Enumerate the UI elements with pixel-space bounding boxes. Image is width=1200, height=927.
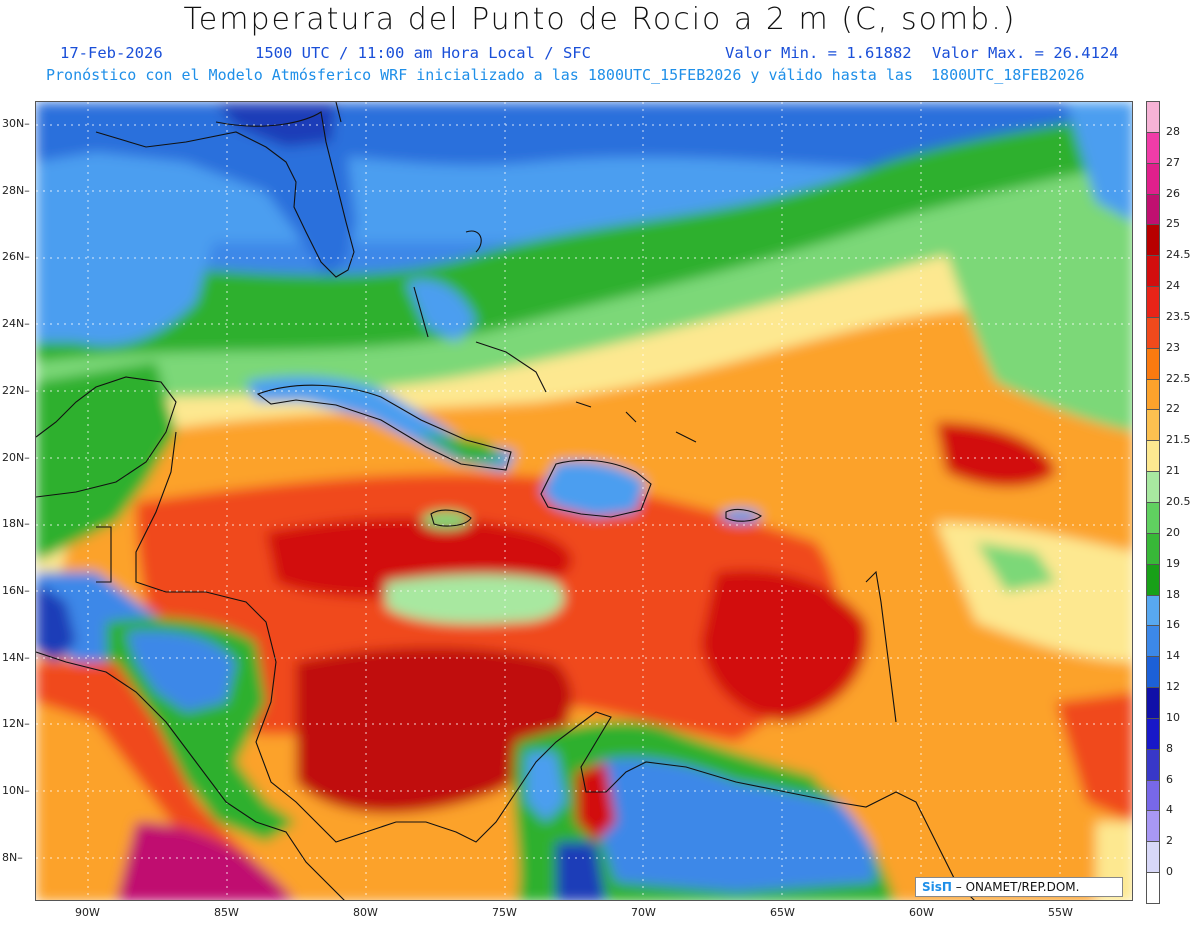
credit-text: – ONAMET/REP.DOM. bbox=[951, 880, 1080, 894]
colorbar-swatch bbox=[1146, 101, 1160, 133]
colorbar-swatch bbox=[1146, 162, 1160, 195]
lat-tick-label: 30N– bbox=[2, 117, 30, 130]
sispi-logo: SisΠ bbox=[922, 880, 952, 894]
lon-tick-label: 80W bbox=[353, 906, 378, 919]
colorbar-label: 21 bbox=[1166, 464, 1180, 478]
colorbar-label: 12 bbox=[1166, 680, 1180, 694]
lon-tick-label: 90W bbox=[75, 906, 100, 919]
lon-tick-label: 65W bbox=[770, 906, 795, 919]
colorbar-label: 10 bbox=[1166, 710, 1180, 724]
colorbar-swatch bbox=[1146, 810, 1160, 843]
colorbar-label: 20.5 bbox=[1166, 495, 1191, 508]
colorbar-label: 0 bbox=[1166, 865, 1173, 879]
model-info: Pronóstico con el Modelo Atmósferico WRF… bbox=[46, 66, 1085, 84]
lat-tick-label: 28N– bbox=[2, 183, 30, 197]
map-canvas bbox=[36, 102, 1132, 900]
lat-tick-label: 14N– bbox=[2, 650, 30, 664]
colorbar-swatch bbox=[1146, 717, 1160, 750]
lat-tick-label: 12N– bbox=[2, 717, 30, 731]
colorbar-label: 2 bbox=[1166, 834, 1173, 848]
lat-tick-label: 18N– bbox=[2, 517, 30, 531]
colorbar-swatch bbox=[1146, 748, 1160, 781]
colorbar-label: 16 bbox=[1166, 618, 1180, 632]
colorbar-label: 20 bbox=[1166, 525, 1180, 539]
colorbar-label: 8 bbox=[1166, 741, 1173, 755]
colorbar-label: 23.5 bbox=[1166, 309, 1191, 323]
colorbar-label: 19 bbox=[1166, 556, 1180, 570]
lat-tick-label: 8N– bbox=[2, 850, 23, 864]
colorbar-label: 6 bbox=[1166, 772, 1173, 786]
colorbar-swatch bbox=[1146, 563, 1160, 596]
colorbar-swatch bbox=[1146, 841, 1160, 874]
forecast-time: 1500 UTC / 11:00 am Hora Local / SFC bbox=[255, 44, 591, 62]
colorbar-swatch bbox=[1146, 779, 1160, 812]
colorbar-label: 4 bbox=[1166, 803, 1173, 817]
colorbar-label: 27 bbox=[1166, 155, 1180, 169]
colorbar-label: 21.5 bbox=[1166, 433, 1191, 447]
colorbar-label: 25 bbox=[1166, 217, 1180, 231]
colorbar-label: 28 bbox=[1166, 124, 1180, 138]
credit-box: SisΠ – ONAMET/REP.DOM. bbox=[915, 877, 1123, 897]
colorbar-swatch bbox=[1146, 131, 1160, 164]
colorbar-swatch bbox=[1146, 316, 1160, 349]
colorbar-swatch bbox=[1146, 409, 1160, 442]
lat-tick-label: 22N– bbox=[2, 383, 30, 397]
colorbar-swatch bbox=[1146, 594, 1160, 627]
colorbar-swatch bbox=[1146, 625, 1160, 658]
lat-tick-label: 26N– bbox=[2, 250, 30, 264]
colorbar-swatch bbox=[1146, 224, 1160, 257]
map-title: Temperatura del Punto de Rocio a 2 m (C,… bbox=[183, 2, 1017, 37]
colorbar-swatch bbox=[1146, 471, 1160, 503]
colorbar-swatch bbox=[1146, 502, 1160, 534]
lon-tick-label: 70W bbox=[631, 906, 656, 919]
colorbar-label: 23 bbox=[1166, 340, 1180, 354]
colorbar-swatch bbox=[1146, 347, 1160, 380]
colorbar-label: 22 bbox=[1166, 402, 1180, 416]
colorbar-swatch bbox=[1146, 872, 1160, 904]
lon-tick-label: 75W bbox=[492, 906, 517, 919]
forecast-date: 17-Feb-2026 bbox=[60, 44, 163, 62]
lat-tick-label: 20N– bbox=[2, 450, 30, 464]
colorbar-label: 22.5 bbox=[1166, 371, 1191, 385]
lat-tick-label: 16N– bbox=[2, 583, 30, 597]
colorbar-swatch bbox=[1146, 687, 1160, 719]
colorbar-swatch bbox=[1146, 656, 1160, 689]
colorbar-swatch bbox=[1146, 193, 1160, 226]
colorbar-label: 24.5 bbox=[1166, 248, 1191, 262]
colorbar-label: 18 bbox=[1166, 587, 1180, 601]
lon-tick-label: 85W bbox=[214, 906, 239, 919]
colorbar-label: 24 bbox=[1166, 279, 1180, 293]
colorbar-swatch bbox=[1146, 286, 1160, 318]
value-min: Valor Min. = 1.61882 bbox=[725, 44, 912, 62]
dewpoint-map bbox=[35, 101, 1133, 901]
lat-tick-label: 10N– bbox=[2, 784, 30, 797]
lon-tick-label: 60W bbox=[909, 906, 934, 919]
colorbar-swatch bbox=[1146, 532, 1160, 565]
colorbar-swatch bbox=[1146, 440, 1160, 473]
colorbar-swatch bbox=[1146, 378, 1160, 411]
colorbar-label: 26 bbox=[1166, 186, 1180, 200]
lat-tick-label: 24N– bbox=[2, 317, 30, 331]
lon-tick-label: 55W bbox=[1048, 906, 1073, 919]
colorbar-swatch bbox=[1146, 255, 1160, 288]
colorbar-label: 14 bbox=[1166, 649, 1180, 663]
value-max: Valor Max. = 26.4124 bbox=[932, 44, 1119, 62]
